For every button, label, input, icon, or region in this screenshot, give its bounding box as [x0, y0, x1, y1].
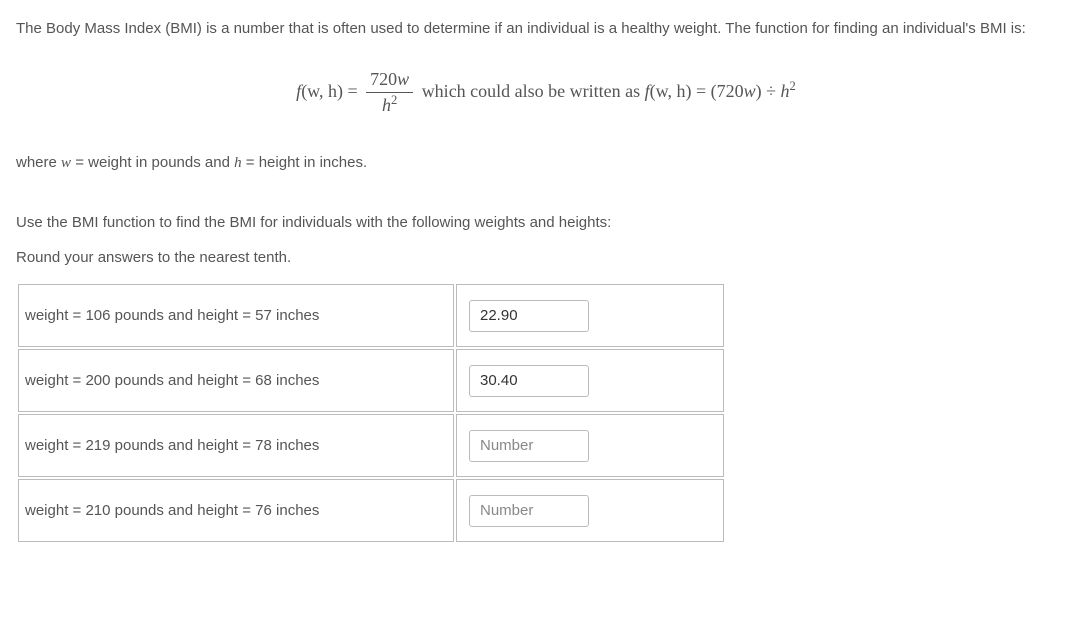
formula-equals-1: =	[343, 81, 362, 101]
bmi-input-4[interactable]	[469, 495, 589, 527]
bmi-table: weight = 106 pounds and height = 57 inch…	[16, 282, 726, 544]
table-row: weight = 210 pounds and height = 76 inch…	[18, 479, 724, 542]
formula-rhs-close: ) ÷	[756, 81, 781, 101]
frac-num-coef: 720	[370, 69, 397, 89]
where-w-text: weight in pounds and	[88, 154, 234, 171]
formula-mid-text: which could also be written as	[422, 81, 645, 101]
row-label: weight = 210 pounds and height = 76 inch…	[18, 479, 454, 542]
formula-rhs-eq: = (720	[691, 81, 743, 101]
frac-num-var: w	[397, 69, 409, 89]
where-eq2: =	[242, 154, 259, 171]
bmi-input-2[interactable]	[469, 365, 589, 397]
row-label: weight = 200 pounds and height = 68 inch…	[18, 349, 454, 412]
where-eq1: =	[71, 154, 88, 171]
where-line: where w = weight in pounds and h = heigh…	[16, 152, 1076, 174]
intro-text: The Body Mass Index (BMI) is a number th…	[16, 18, 1076, 39]
row-input-cell	[456, 479, 724, 542]
row-input-cell	[456, 349, 724, 412]
frac-den-exp: 2	[391, 93, 397, 107]
where-prefix: where	[16, 154, 61, 171]
formula-fraction: 720w h2	[366, 67, 413, 118]
formula-rhs-exp: 2	[790, 79, 796, 93]
row-input-cell	[456, 414, 724, 477]
table-row: weight = 219 pounds and height = 78 inch…	[18, 414, 724, 477]
formula-rhs-var1: w	[744, 81, 756, 101]
formula-lhs-args: (w, h)	[301, 81, 343, 101]
instructions-line-1: Use the BMI function to find the BMI for…	[16, 212, 1076, 233]
row-input-cell	[456, 284, 724, 347]
bmi-input-3[interactable]	[469, 430, 589, 462]
table-row: weight = 200 pounds and height = 68 inch…	[18, 349, 724, 412]
where-h-text: height in inches.	[259, 154, 367, 171]
where-w: w	[61, 155, 71, 171]
formula-rhs-args: (w, h)	[650, 81, 692, 101]
instructions-line-2: Round your answers to the nearest tenth.	[16, 247, 1076, 268]
row-label: weight = 219 pounds and height = 78 inch…	[18, 414, 454, 477]
formula-rhs-h: h	[781, 81, 790, 101]
where-h: h	[234, 155, 242, 171]
table-row: weight = 106 pounds and height = 57 inch…	[18, 284, 724, 347]
formula-display: f(w, h) = 720w h2 which could also be wr…	[16, 67, 1076, 118]
row-label: weight = 106 pounds and height = 57 inch…	[18, 284, 454, 347]
bmi-input-1[interactable]	[469, 300, 589, 332]
frac-den-var: h	[382, 95, 391, 115]
